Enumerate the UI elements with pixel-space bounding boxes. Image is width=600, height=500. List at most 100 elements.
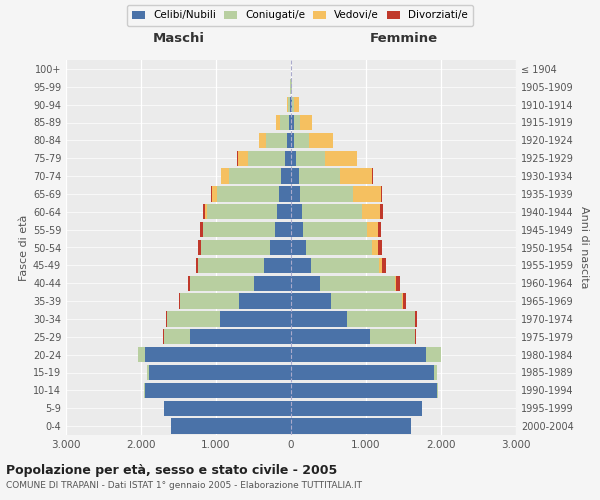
Bar: [433, 365, 437, 380]
Bar: [293, 115, 299, 130]
Text: Maschi: Maschi: [152, 32, 205, 45]
Bar: [291, 258, 311, 273]
Bar: [291, 276, 320, 291]
Bar: [380, 204, 383, 220]
Bar: [200, 222, 203, 237]
Bar: [291, 365, 433, 380]
Bar: [291, 312, 347, 326]
Bar: [367, 222, 378, 237]
Bar: [291, 294, 331, 308]
Bar: [437, 383, 438, 398]
Bar: [167, 312, 220, 326]
Bar: [291, 204, 302, 220]
Bar: [378, 222, 381, 237]
Bar: [299, 168, 340, 184]
Bar: [311, 258, 379, 273]
Bar: [291, 186, 300, 202]
Bar: [266, 133, 287, 148]
Bar: [296, 150, 325, 166]
Bar: [395, 276, 396, 291]
Legend: Celibi/Nubili, Coniugati/e, Vedovi/e, Divorziati/e: Celibi/Nubili, Coniugati/e, Vedovi/e, Di…: [127, 5, 473, 25]
Text: COMUNE DI TRAPANI - Dati ISTAT 1° gennaio 2005 - Elaborazione TUTTITALIA.IT: COMUNE DI TRAPANI - Dati ISTAT 1° gennai…: [6, 481, 362, 490]
Bar: [347, 312, 415, 326]
Bar: [402, 294, 403, 308]
Bar: [270, 240, 291, 255]
Bar: [291, 329, 370, 344]
Bar: [163, 400, 291, 416]
Bar: [171, 418, 291, 434]
Bar: [190, 329, 291, 344]
Bar: [291, 222, 303, 237]
Bar: [287, 97, 290, 112]
Bar: [205, 204, 207, 220]
Bar: [291, 400, 422, 416]
Bar: [149, 365, 291, 380]
Bar: [163, 329, 190, 344]
Bar: [203, 222, 275, 237]
Bar: [291, 97, 292, 112]
Bar: [295, 97, 299, 112]
Bar: [372, 240, 378, 255]
Bar: [254, 276, 291, 291]
Bar: [281, 168, 291, 184]
Bar: [259, 133, 266, 148]
Bar: [291, 168, 299, 184]
Bar: [289, 115, 291, 130]
Bar: [290, 97, 291, 112]
Bar: [294, 133, 309, 148]
Bar: [353, 186, 381, 202]
Bar: [331, 294, 402, 308]
Bar: [372, 168, 373, 184]
Bar: [138, 347, 145, 362]
Bar: [238, 150, 248, 166]
Bar: [291, 383, 437, 398]
Bar: [285, 150, 291, 166]
Bar: [302, 204, 361, 220]
Bar: [201, 240, 270, 255]
Bar: [306, 240, 372, 255]
Bar: [291, 418, 411, 434]
Bar: [325, 150, 357, 166]
Bar: [320, 276, 395, 291]
Bar: [248, 150, 285, 166]
Y-axis label: Fasce di età: Fasce di età: [19, 214, 29, 280]
Bar: [403, 294, 406, 308]
Bar: [378, 240, 382, 255]
Bar: [291, 347, 426, 362]
Bar: [299, 115, 313, 130]
Bar: [145, 347, 291, 362]
Bar: [188, 276, 190, 291]
Bar: [415, 312, 418, 326]
Bar: [279, 186, 291, 202]
Bar: [264, 258, 291, 273]
Bar: [199, 240, 200, 255]
Bar: [220, 312, 291, 326]
Bar: [280, 115, 289, 130]
Bar: [426, 347, 441, 362]
Bar: [287, 133, 291, 148]
Bar: [361, 204, 380, 220]
Bar: [291, 133, 294, 148]
Bar: [300, 186, 353, 202]
Bar: [221, 168, 229, 184]
Bar: [211, 186, 212, 202]
Bar: [381, 186, 382, 202]
Bar: [212, 186, 217, 202]
Bar: [291, 240, 306, 255]
Bar: [303, 222, 367, 237]
Bar: [415, 329, 416, 344]
Bar: [292, 97, 295, 112]
Text: Popolazione per età, sesso e stato civile - 2005: Popolazione per età, sesso e stato civil…: [6, 464, 337, 477]
Bar: [379, 258, 382, 273]
Bar: [145, 383, 291, 398]
Bar: [291, 115, 293, 130]
Bar: [166, 312, 167, 326]
Bar: [340, 168, 372, 184]
Bar: [370, 329, 415, 344]
Bar: [239, 294, 291, 308]
Bar: [382, 258, 386, 273]
Bar: [277, 204, 291, 220]
Bar: [190, 276, 254, 291]
Bar: [309, 133, 333, 148]
Text: Femmine: Femmine: [370, 32, 437, 45]
